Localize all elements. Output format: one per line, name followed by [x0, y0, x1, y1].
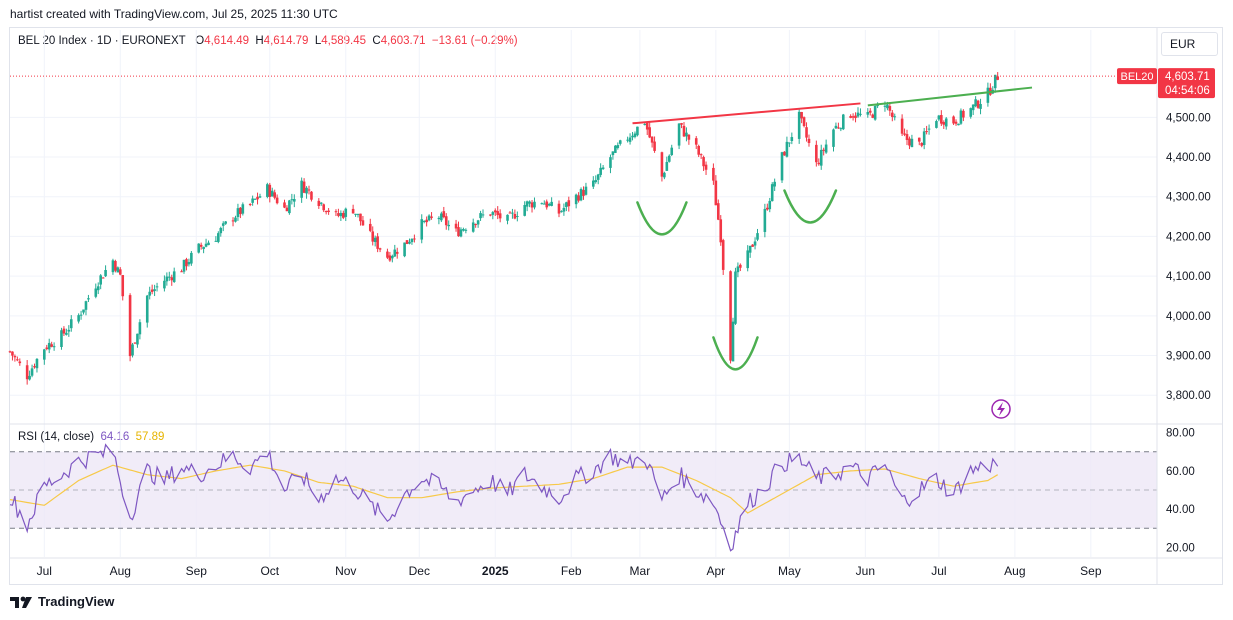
low-value: 4,589.45: [321, 35, 367, 47]
tradingview-logo[interactable]: TradingView: [10, 594, 114, 609]
rsi-title[interactable]: RSI (14, close): [18, 431, 95, 443]
close-label: C: [372, 35, 381, 47]
low-label: L: [314, 35, 322, 47]
rsi-value: 64.16: [100, 431, 130, 443]
currency-button[interactable]: EUR: [1161, 32, 1218, 56]
high-label: H: [255, 35, 264, 47]
rsi-ma-value: 57.89: [135, 431, 165, 443]
open-value: 4,614.49: [204, 35, 249, 47]
change-value: −13.61 (−0.29%): [431, 35, 518, 47]
tradingview-logo-icon: [10, 596, 32, 608]
symbol-name[interactable]: BEL 20 Index · 1D · EURONEXT: [18, 35, 186, 47]
symbol-legend: BEL 20 Index · 1D · EURONEXT O4,614.49 H…: [18, 35, 518, 47]
rsi-legend: RSI (14, close) 64.16 57.89: [18, 431, 164, 443]
open-label: O: [195, 35, 205, 47]
chart-frame: [9, 27, 1223, 585]
brand-name: TradingView: [38, 594, 115, 609]
chart-credit-header: hartist created with TradingView.com, Ju…: [10, 7, 338, 21]
high-value: 4,614.79: [263, 35, 309, 47]
close-value: 4,603.71: [380, 35, 426, 47]
